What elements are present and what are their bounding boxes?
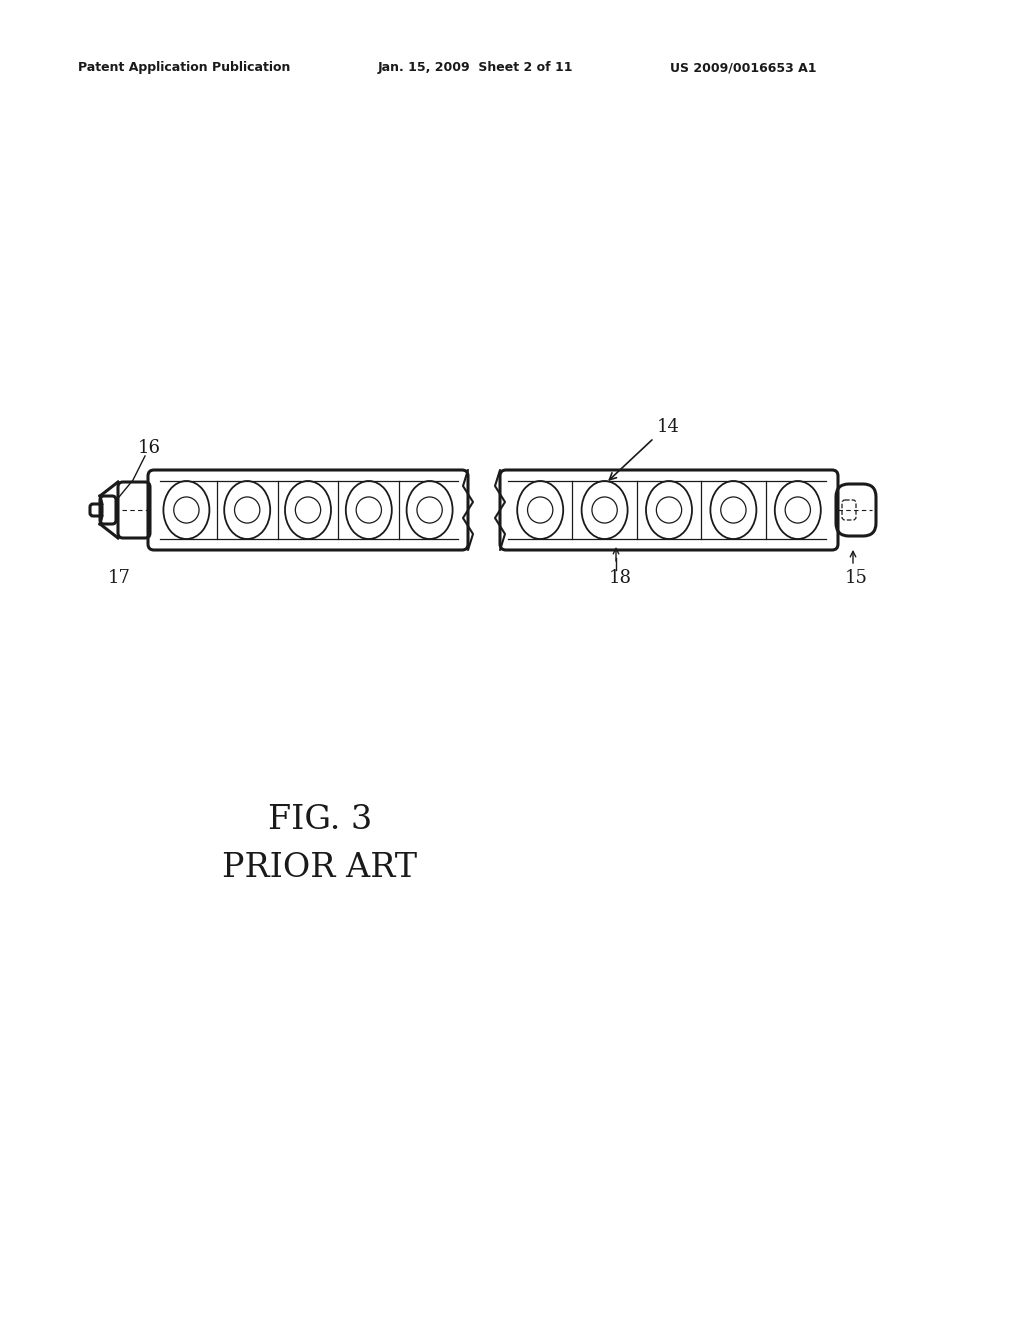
Text: 16: 16 — [138, 440, 161, 457]
Text: PRIOR ART: PRIOR ART — [222, 851, 418, 884]
Text: FIG. 3: FIG. 3 — [268, 804, 372, 836]
Text: 15: 15 — [845, 569, 868, 587]
Text: 17: 17 — [108, 569, 131, 587]
Text: Patent Application Publication: Patent Application Publication — [78, 62, 291, 74]
Text: 18: 18 — [609, 569, 632, 587]
Text: US 2009/0016653 A1: US 2009/0016653 A1 — [670, 62, 816, 74]
Text: 14: 14 — [657, 418, 680, 436]
Text: Jan. 15, 2009  Sheet 2 of 11: Jan. 15, 2009 Sheet 2 of 11 — [378, 62, 573, 74]
